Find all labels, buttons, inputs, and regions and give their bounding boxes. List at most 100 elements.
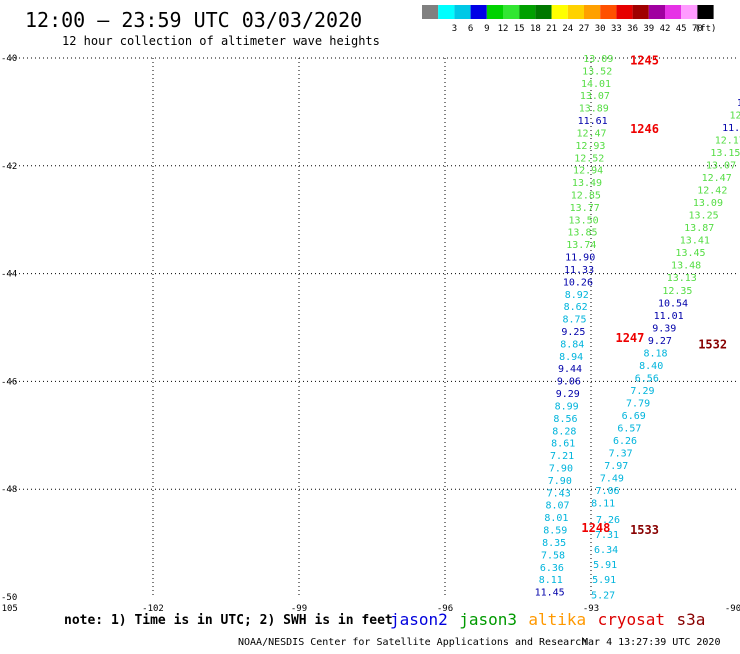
y-tick-label: -40 — [1, 54, 17, 64]
wave-height-label: 8.11 — [591, 499, 615, 510]
wave-height-tracks: 13.0913.5214.0113.0713.8911.6112.4712.93… — [535, 54, 740, 601]
wave-height-label: 8.99 — [555, 401, 579, 412]
scale-label: 18 — [530, 24, 541, 34]
wave-height-label: 14.01 — [581, 79, 611, 90]
wave-height-label: 9.25 — [561, 327, 585, 338]
scale-label: 39 — [643, 24, 654, 34]
scale-swatch — [438, 5, 455, 19]
longitude-tick-labels: -105 -102 -99 -96 -93 -90 — [0, 604, 740, 614]
latitude-tick-labels: -40 -42 -44 -46 -48 -50 — [1, 54, 17, 603]
wave-height-label: 7.49 — [600, 474, 624, 485]
wave-height-label: 13.09 — [583, 54, 613, 65]
lat-lon-grid — [7, 57, 737, 597]
scale-swatch — [616, 5, 633, 19]
wave-height-label: 12.85 — [571, 191, 601, 202]
wave-height-label: 12. — [729, 110, 740, 121]
wave-height-label: 8.35 — [542, 538, 566, 549]
wave-height-label: 8.59 — [543, 526, 567, 537]
wave-height-label: 13.50 — [569, 215, 599, 226]
wave-height-label: 12.47 — [702, 173, 732, 184]
wave-height-label: 7.06 — [595, 486, 619, 497]
wave-height-label: 8.75 — [562, 315, 586, 326]
scale-label: 42 — [660, 24, 671, 34]
wave-height-label: 11.9 — [722, 123, 740, 134]
wave-height-label: 12.94 — [573, 166, 603, 177]
y-tick-label: -42 — [1, 162, 17, 172]
scale-swatch — [519, 5, 536, 19]
wave-height-label: 5.91 — [593, 560, 617, 571]
scale-swatch — [486, 5, 503, 19]
wave-height-label: 7.37 — [609, 449, 633, 460]
wave-height-label: 11.61 — [578, 116, 608, 127]
wave-height-label: 12.52 — [574, 153, 604, 164]
scale-swatch — [535, 5, 552, 19]
satellite-legend-jason2: jason2 — [390, 610, 448, 629]
x-tick-label: -96 — [437, 604, 453, 614]
wave-height-label: 9.44 — [558, 364, 582, 375]
scale-unit: (ft) — [695, 24, 717, 34]
wave-height-label: 6.69 — [622, 411, 646, 422]
y-tick-label: -44 — [1, 270, 17, 280]
wave-height-label: 7.90 — [549, 464, 573, 475]
scale-label: 15 — [514, 24, 525, 34]
wave-height-label: 6.34 — [594, 545, 618, 556]
footer-timestamp: Mar 4 13:27:39 UTC 2020 — [582, 637, 720, 648]
color-scale-legend: 3 6 9 12 15 18 21 24 27 30 33 36 39 42 45 70(ft) — [422, 5, 716, 34]
wave-height-label: 13.07 — [580, 91, 610, 102]
wave-height-label: 8.62 — [564, 302, 588, 313]
x-tick-label: -90 — [725, 604, 740, 614]
wave-height-label: 13.41 — [680, 236, 710, 247]
wave-height-label: 5.91 — [592, 575, 616, 586]
footer-credit: NOAA/NESDIS Center for Satellite Applica… — [238, 637, 587, 648]
wave-height-label: 11.01 — [654, 311, 684, 322]
scale-label: 33 — [611, 24, 622, 34]
scale-label: 3 — [452, 24, 457, 34]
wave-height-label: 10 — [737, 98, 740, 109]
wave-height-label: 12.93 — [575, 141, 605, 152]
wave-height-label: 9.39 — [652, 323, 676, 334]
wave-height-label: 13.85 — [567, 228, 597, 239]
pass-time-label: 1248 — [581, 521, 610, 535]
scale-swatch — [648, 5, 665, 19]
wave-height-label: 6.56 — [635, 373, 659, 384]
wave-height-label: 13.52 — [582, 66, 612, 77]
wave-height-label: 8.92 — [565, 290, 589, 301]
wave-height-label: 7.29 — [630, 386, 654, 397]
wave-height-label: 11.90 — [565, 253, 595, 264]
wave-height-label: 12.47 — [576, 128, 606, 139]
wave-height-label: 13.77 — [570, 203, 600, 214]
wave-height-label: 8.18 — [644, 348, 668, 359]
wave-height-label: 13.87 — [684, 223, 714, 234]
wave-height-label: 7.43 — [547, 488, 571, 499]
wave-height-label: 11.33 — [564, 265, 594, 276]
pass-time-label: 1533 — [630, 523, 659, 537]
wave-height-label: 8.56 — [553, 414, 577, 425]
scale-label: 9 — [484, 24, 489, 34]
scale-label: 24 — [562, 24, 573, 34]
scale-label: 21 — [546, 24, 557, 34]
wave-height-label: 7.97 — [604, 461, 628, 472]
wave-height-label: 6.26 — [613, 436, 637, 447]
wave-height-label: 13.15 — [710, 148, 740, 159]
wave-height-label: 10.54 — [658, 298, 688, 309]
wave-height-label: 13.49 — [572, 178, 602, 189]
satellite-legend-jason3: jason3 — [459, 610, 517, 629]
wave-height-label: 9.06 — [557, 377, 581, 388]
y-tick-label: -48 — [1, 485, 17, 495]
wave-height-label: 13.48 — [671, 261, 701, 272]
pass-time-label: 1532 — [698, 338, 727, 352]
scale-swatch — [422, 5, 439, 19]
scale-swatch — [567, 5, 584, 19]
wave-height-label: 7.79 — [626, 398, 650, 409]
scale-swatch — [697, 5, 714, 19]
satellite-legend: jason2 jason3 altika cryosat s3a — [390, 610, 705, 629]
wave-height-label: 7.31 — [595, 530, 619, 541]
wave-height-label: 6.36 — [540, 563, 564, 574]
pass-time-label: 1246 — [630, 122, 659, 136]
scale-swatch — [454, 5, 471, 19]
x-tick-label: -105 — [0, 604, 18, 614]
wave-height-label: 12.35 — [662, 286, 692, 297]
scale-swatch — [681, 5, 698, 19]
